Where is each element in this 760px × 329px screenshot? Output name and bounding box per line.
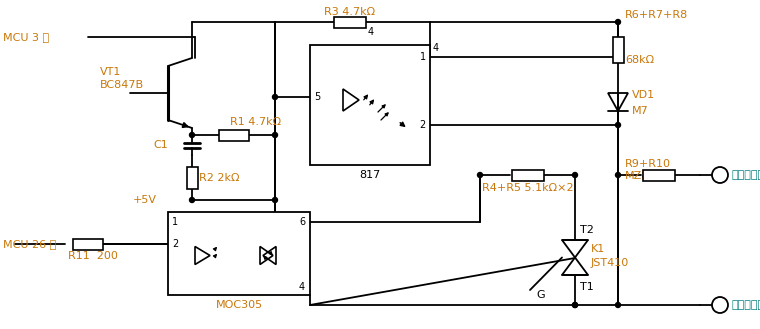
Bar [334,16,366,28]
Text: 4: 4 [433,43,439,53]
Bar [511,169,543,181]
Text: 2: 2 [172,239,179,249]
Text: 2: 2 [420,120,426,130]
Text: 温控器端子: 温控器端子 [732,170,760,180]
Circle shape [712,167,728,183]
Text: +5V: +5V [133,195,157,205]
Circle shape [572,302,578,308]
Text: 6: 6 [299,217,305,227]
Text: 4: 4 [368,27,374,37]
Circle shape [189,133,195,138]
Text: T1: T1 [580,282,594,292]
Text: JST410: JST410 [591,259,629,268]
Text: MCU 3 脚: MCU 3 脚 [3,32,49,42]
Bar [310,45,430,165]
Bar [168,212,310,295]
Text: 68kΩ: 68kΩ [625,55,654,65]
Text: R1 4.7kΩ: R1 4.7kΩ [230,117,280,127]
Text: M7: M7 [632,106,649,116]
Text: 1: 1 [172,217,178,227]
Circle shape [616,122,620,128]
Circle shape [616,19,620,24]
Text: R6+R7+R8: R6+R7+R8 [625,10,689,20]
Text: MZ8×2: MZ8×2 [625,171,666,181]
Circle shape [273,197,277,203]
Circle shape [273,133,277,138]
Text: 1: 1 [420,52,426,62]
Circle shape [477,172,483,178]
Text: T2: T2 [580,225,594,235]
Circle shape [189,197,195,203]
Bar [643,169,675,181]
Text: K1: K1 [591,244,605,255]
Text: 温控器端子: 温控器端子 [732,300,760,310]
Circle shape [712,297,728,313]
Text: R4+R5 5.1kΩ×2: R4+R5 5.1kΩ×2 [482,183,573,193]
Text: 4: 4 [299,282,305,292]
Circle shape [616,172,620,178]
Text: R2 2kΩ: R2 2kΩ [199,173,239,183]
Bar [219,130,249,140]
Bar [73,239,103,249]
Text: VD1: VD1 [632,90,655,100]
Text: R3 4.7kΩ: R3 4.7kΩ [325,7,375,17]
Bar [613,37,623,63]
Circle shape [616,302,620,308]
Text: R11  200: R11 200 [68,251,118,261]
Text: 817: 817 [359,170,381,180]
Text: R9+R10: R9+R10 [625,159,671,169]
Text: VT1: VT1 [100,67,122,77]
Circle shape [572,172,578,178]
Circle shape [572,302,578,308]
Text: G: G [536,290,545,300]
Text: C1: C1 [153,140,168,150]
Text: MCU 26 脚: MCU 26 脚 [3,239,56,249]
Text: MOC305: MOC305 [215,300,262,310]
Text: BC847B: BC847B [100,80,144,90]
Bar [186,167,198,189]
Circle shape [273,94,277,99]
Text: 5: 5 [314,92,320,102]
